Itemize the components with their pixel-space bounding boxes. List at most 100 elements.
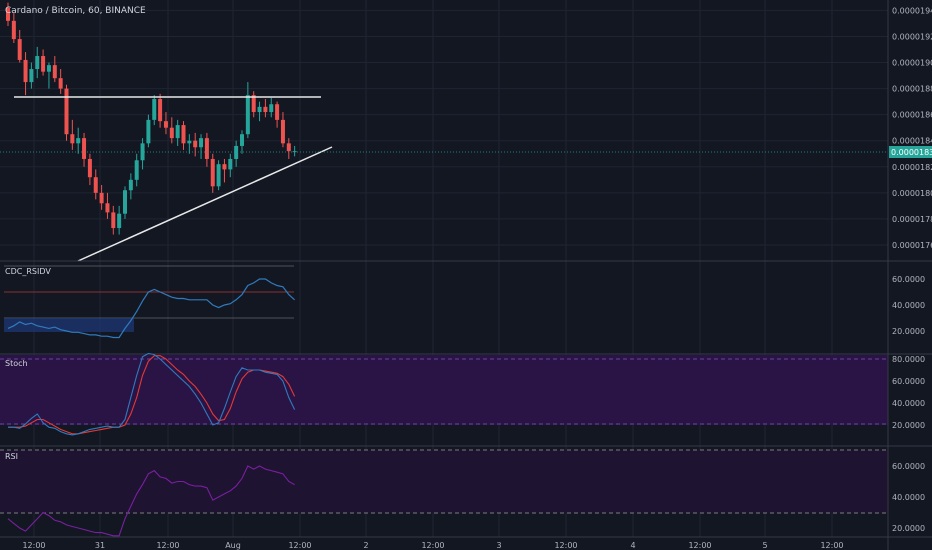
time-tick-label: 2 <box>363 541 368 550</box>
candle <box>216 160 221 191</box>
time-axis[interactable]: 12:00 31 12:00 Aug 12:00 2 12:00 3 12:00 4 12:00 5 1… <box>22 541 843 550</box>
time-tick-label: Aug <box>225 541 241 550</box>
candle <box>257 101 262 122</box>
candle-body <box>117 213 122 229</box>
candle <box>245 82 250 139</box>
candle-body <box>193 140 198 148</box>
candle <box>152 95 157 126</box>
price-tick-label: 0.00001940 <box>892 6 932 15</box>
rsi-tick: 20.0000 <box>892 524 925 533</box>
candle-body <box>6 7 10 21</box>
candle <box>29 62 34 89</box>
chart-title: Cardano / Bitcoin, 60, BINANCE <box>5 6 146 16</box>
rsi-band <box>0 450 888 513</box>
candle <box>105 192 110 219</box>
candle-body <box>23 59 28 83</box>
candle <box>181 121 186 150</box>
candle <box>35 46 40 79</box>
last-price-label: 0.00001832 <box>891 148 932 157</box>
candle <box>23 52 28 96</box>
candle-body <box>76 138 81 144</box>
rsidv-tick: 40.0000 <box>892 301 925 310</box>
candle-body <box>251 95 256 113</box>
candle <box>123 186 127 219</box>
candle-body <box>210 158 215 187</box>
stoch-k-line <box>8 352 296 436</box>
candle-body <box>240 134 244 146</box>
price-axis[interactable]: 0.00001940 0.00001920 0.00001900 0.00001880… <box>892 6 932 250</box>
candle-body <box>263 106 268 113</box>
candle <box>11 13 16 43</box>
time-tick-label: 5 <box>762 541 767 550</box>
candle <box>263 99 268 118</box>
candle-body <box>134 160 139 180</box>
time-tick-label: 31 <box>95 541 105 550</box>
rsi-tick: 40.0000 <box>892 493 925 502</box>
rsidv-pane[interactable]: CDC_RSIDV 60.0000 40.0000 20.0000 <box>4 265 925 339</box>
rsi-line <box>7 465 295 537</box>
price-tick-label: 0.00001880 <box>892 85 932 94</box>
support-trendline[interactable] <box>77 146 333 262</box>
time-tick-label: 4 <box>630 541 635 550</box>
candle <box>17 29 22 63</box>
candles <box>6 2 297 235</box>
candle-body <box>128 179 133 191</box>
candle-body <box>169 127 174 139</box>
candle-body <box>93 177 98 193</box>
candle-body <box>269 104 274 113</box>
candle-body <box>257 106 262 113</box>
rsi-pane[interactable]: RSI 60.0000 40.0000 20.0000 <box>0 449 925 537</box>
stoch-tick: 20.0000 <box>892 421 925 430</box>
candle <box>228 153 233 178</box>
last-price-badge <box>889 146 932 158</box>
stoch-pane-label: Stoch <box>5 359 28 368</box>
candle-body <box>99 192 104 204</box>
rsi-pane-label: RSI <box>5 452 18 461</box>
candle <box>158 93 163 128</box>
candle-body <box>152 99 157 120</box>
candle <box>58 69 63 94</box>
candle <box>240 130 244 154</box>
price-tick-label: 0.00001820 <box>892 163 932 172</box>
candle <box>82 132 87 167</box>
candle-body <box>64 88 69 135</box>
grid-lines <box>0 0 888 537</box>
candle <box>87 153 92 186</box>
candle <box>52 56 57 83</box>
rsidv-line <box>7 278 296 339</box>
candle <box>269 97 274 118</box>
candle <box>222 158 227 183</box>
candle <box>46 62 51 89</box>
candle-body <box>175 125 180 139</box>
candle-body <box>52 65 57 79</box>
candle-body <box>199 138 204 148</box>
candle-body <box>275 104 280 120</box>
trendlines[interactable] <box>14 96 333 262</box>
candle <box>251 91 256 118</box>
price-tick-label: 0.00001920 <box>892 32 932 41</box>
candle-body <box>234 145 239 159</box>
time-tick-label: 12:00 <box>688 541 711 550</box>
candle-body <box>204 138 209 159</box>
candle-body <box>158 99 163 122</box>
candle-body <box>123 190 127 214</box>
candle <box>169 117 174 144</box>
candle <box>280 112 285 148</box>
candle-body <box>286 143 291 152</box>
candle <box>193 132 198 157</box>
candle-body <box>216 164 221 187</box>
candle-body <box>187 140 192 144</box>
stoch-tick: 60.0000 <box>892 377 925 386</box>
stoch-tick: 80.0000 <box>892 355 925 364</box>
candle <box>163 112 168 135</box>
candle-body <box>222 164 227 170</box>
price-tick-label: 0.00001760 <box>892 241 932 250</box>
stoch-pane[interactable]: Stoch 80.0000 60.0000 40.0000 20.0000 <box>0 352 925 436</box>
candle-body <box>111 212 116 229</box>
candle <box>93 169 98 200</box>
stoch-d-line <box>8 355 296 435</box>
candle <box>64 84 69 141</box>
candle <box>286 138 291 159</box>
candle-body <box>46 65 51 72</box>
